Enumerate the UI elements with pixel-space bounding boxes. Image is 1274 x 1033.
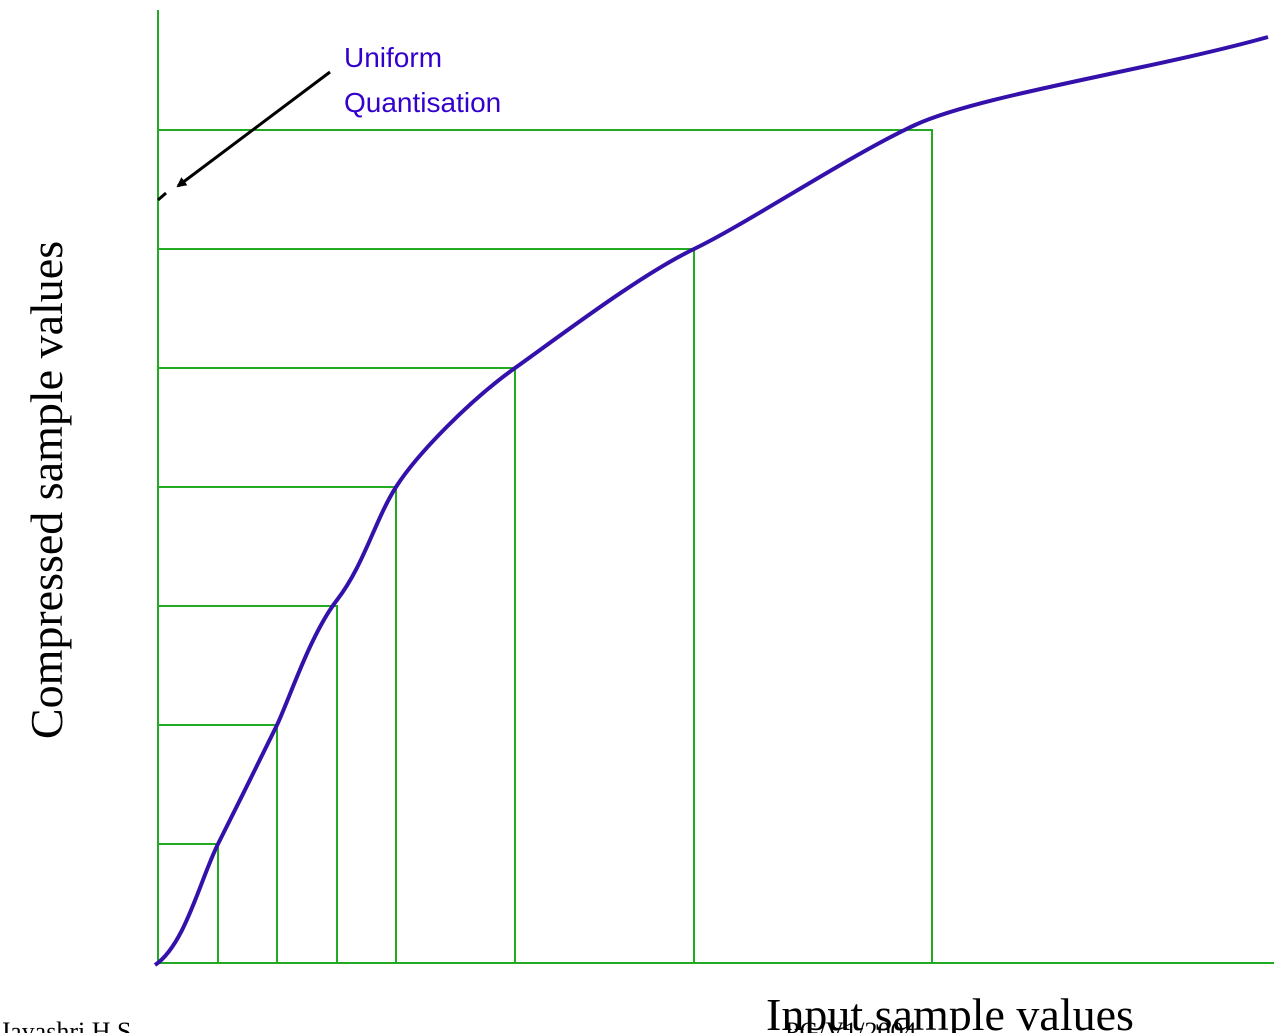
step xyxy=(158,129,933,963)
footer-code: PG/V1/2004 xyxy=(785,1017,916,1033)
y-axis-label: Compressed sample values xyxy=(21,241,72,739)
compression-curve xyxy=(153,35,1269,967)
quantisation-grid xyxy=(157,10,1274,964)
annotation: Quantisation xyxy=(344,87,501,118)
step xyxy=(158,605,338,963)
arrow-dash xyxy=(157,191,167,202)
footer-author: Jayashri H S xyxy=(0,1017,131,1033)
x-axis-label: Input sample values xyxy=(766,989,1134,1033)
arrow xyxy=(176,70,331,188)
annotation: Uniform xyxy=(344,42,442,73)
